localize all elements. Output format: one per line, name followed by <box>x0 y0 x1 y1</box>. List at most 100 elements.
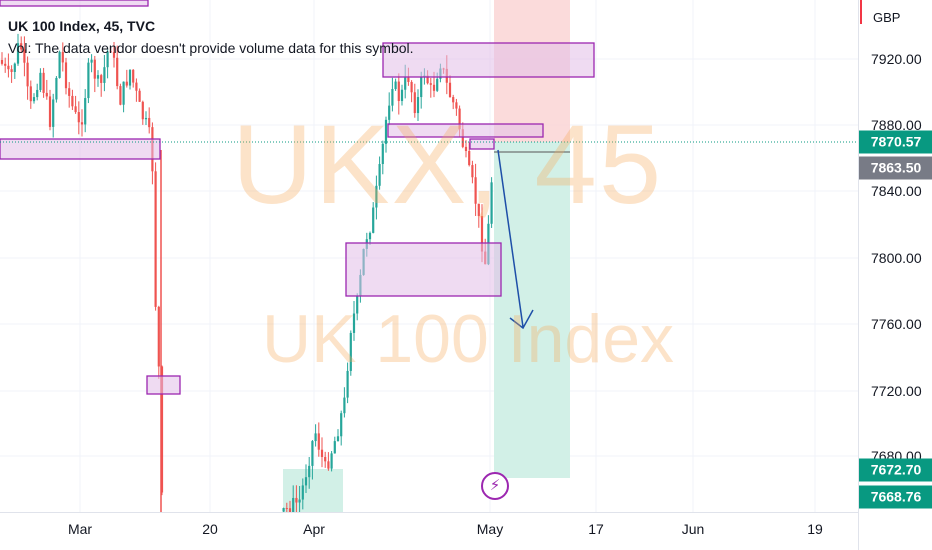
candle-body <box>346 370 349 398</box>
candle-body <box>77 112 80 123</box>
price-tick: 7760.00 <box>871 316 922 332</box>
candle-body <box>388 105 391 120</box>
candle-body <box>61 51 64 63</box>
chart-pane[interactable]: UKX, 45 UK 100 Index UK 100 Index, 45, T… <box>0 0 858 512</box>
price-tick: 7920.00 <box>871 51 922 67</box>
candle-body <box>468 151 471 166</box>
time-tick: Jun <box>681 521 705 537</box>
candle-body <box>116 57 119 87</box>
candle-body <box>42 72 45 93</box>
entry-price-badge: 7863.50 <box>859 156 932 180</box>
symbol-title[interactable]: UK 100 Index, 45, TVC <box>8 18 156 34</box>
candle-body <box>74 106 77 113</box>
price-chart[interactable] <box>0 0 858 512</box>
candle-body <box>13 63 16 72</box>
candle-body <box>413 92 416 114</box>
candle-body <box>48 96 52 127</box>
zone-box <box>146 375 181 395</box>
price-lines <box>0 141 858 153</box>
candle-body <box>295 497 298 503</box>
candle-body <box>452 97 455 103</box>
candle-body <box>458 108 461 130</box>
zone-box <box>345 242 502 297</box>
candle-body <box>52 99 55 127</box>
zone-box <box>382 42 595 78</box>
candle-body <box>112 51 116 58</box>
candle-body <box>394 81 397 90</box>
candle-body <box>455 102 458 109</box>
candle-body <box>324 456 327 462</box>
candle-body <box>80 122 84 125</box>
candle-body <box>375 185 378 208</box>
candle-body <box>0 60 4 64</box>
chart-legend: UK 100 Index, 45, TVC Vol: The data vend… <box>8 18 414 56</box>
candle-body <box>311 441 314 466</box>
candle-body <box>432 84 436 91</box>
candle-body <box>20 43 23 50</box>
price-scale[interactable]: GBP 7920.00 7880.00 7840.00 7800.00 7760… <box>858 0 932 550</box>
low-price-badge: 7668.76 <box>859 485 932 509</box>
candle-body <box>407 77 410 82</box>
candle-body <box>36 89 39 98</box>
candle-body <box>93 59 96 79</box>
candle-body <box>429 83 432 85</box>
price-tick: 7720.00 <box>871 383 922 399</box>
candle-body <box>292 497 295 512</box>
candle-body <box>144 117 148 120</box>
candle-body <box>461 129 464 147</box>
candle-body <box>157 306 160 367</box>
candle-body <box>477 203 480 217</box>
candle-body <box>404 77 407 90</box>
lightning-bolt-icon[interactable]: ⚡︎ <box>481 472 509 500</box>
candle-body <box>397 81 400 102</box>
candle-body <box>356 295 359 314</box>
candle-body <box>298 499 301 503</box>
arrow-head <box>509 309 534 330</box>
candle-body <box>122 81 125 105</box>
candle-body <box>372 207 375 233</box>
price-tick: 7880.00 <box>871 117 922 133</box>
candle-body <box>64 62 68 89</box>
candle-body <box>471 165 474 178</box>
zone-box <box>0 138 161 160</box>
candle-body <box>410 81 413 93</box>
candle-body <box>119 86 122 105</box>
candle-body <box>132 69 135 83</box>
candle-body <box>29 86 32 102</box>
candle-body <box>391 89 394 106</box>
candle-body <box>308 465 311 478</box>
candle-body <box>16 43 20 64</box>
grid-lines <box>0 0 858 512</box>
candle-body <box>4 63 7 66</box>
candle-body <box>333 441 336 454</box>
candle-body <box>87 62 90 99</box>
candle-body <box>368 232 372 240</box>
time-tick: 19 <box>807 521 823 537</box>
candle-body <box>45 92 48 97</box>
forecast-arrow[interactable] <box>497 149 534 330</box>
volume-legend: Vol: The data vendor doesn't provide vol… <box>8 40 414 56</box>
candle-body <box>349 332 352 371</box>
candle-body <box>55 77 58 100</box>
candle-body <box>304 477 308 486</box>
candle-body <box>141 101 144 120</box>
candle-body <box>23 49 26 63</box>
candle-body <box>90 59 93 63</box>
candle-body <box>71 95 74 107</box>
candle-body <box>416 97 420 114</box>
time-scale[interactable]: Mar 20 Apr 17 May Jun 19 <box>0 512 858 550</box>
candle-body <box>7 65 10 70</box>
time-tick: 17 <box>588 521 604 537</box>
supply-demand-zones[interactable] <box>0 0 595 395</box>
candle-body <box>68 88 71 96</box>
price-tick: 7800.00 <box>871 250 922 266</box>
price-tick: 7840.00 <box>871 183 922 199</box>
candle-body <box>125 81 128 86</box>
candle-body <box>474 177 477 204</box>
candle-body <box>148 117 151 128</box>
candle-body <box>26 62 29 87</box>
prior-target-zone <box>283 469 343 512</box>
candle-body <box>352 313 356 333</box>
candle-body <box>10 69 13 72</box>
candle-body <box>320 449 324 457</box>
